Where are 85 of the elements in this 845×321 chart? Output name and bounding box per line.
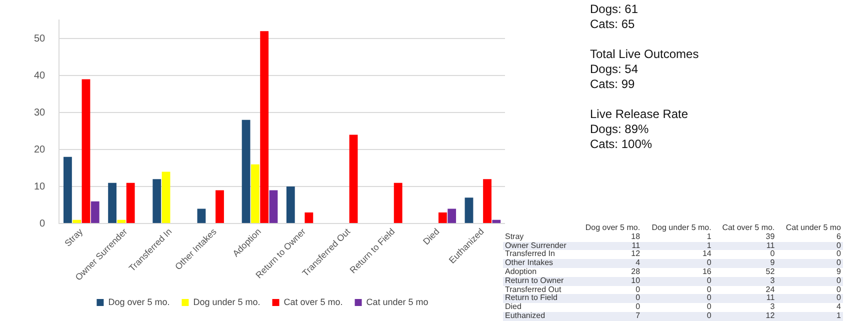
text: 1 (706, 232, 712, 241)
y-tick-label: 50 (34, 33, 46, 44)
bar (448, 208, 456, 224)
text: 3 (770, 276, 775, 285)
bar (108, 182, 116, 224)
bar (483, 179, 492, 224)
bar (72, 220, 82, 224)
text: 1 (836, 310, 841, 320)
bar (162, 172, 170, 224)
y-tick-label: Died (504, 302, 522, 312)
bar (64, 156, 72, 224)
x-tick-label: Cat under 5 mo (776, 223, 843, 233)
text: 11 (766, 240, 775, 250)
bar (126, 182, 135, 224)
legend-label: Cat under 5 mo (366, 296, 428, 307)
bar (117, 220, 126, 224)
text: 4 (636, 258, 640, 268)
bar (394, 182, 402, 224)
y-tick-label: Euthanized (503, 310, 576, 321)
bar (304, 212, 314, 224)
text: 52 (766, 266, 775, 276)
text: 0 (636, 293, 640, 302)
y-tick-label: 20 (34, 144, 46, 156)
bar (197, 208, 206, 224)
bar (242, 120, 250, 224)
bar (349, 134, 358, 224)
text: 18 (631, 232, 640, 241)
text: 14 (702, 249, 712, 258)
text: 11 (632, 240, 640, 250)
text: 0 (836, 293, 841, 302)
text: 0 (706, 258, 712, 268)
text: 0 (836, 284, 841, 294)
text: 0 (706, 293, 712, 302)
text: 3 (770, 302, 775, 312)
y-tick-label: 30 (34, 107, 46, 118)
text: 28 (631, 266, 640, 276)
text: 0 (636, 302, 640, 312)
text: 0 (836, 258, 841, 268)
text: 0 (636, 284, 640, 294)
bar (269, 190, 278, 224)
text: 12 (631, 249, 640, 258)
text: 0 (706, 276, 712, 285)
legend-label: Cat over 5 mo. (284, 296, 343, 307)
bar (260, 31, 269, 224)
text: 6 (836, 232, 841, 241)
text: 7 (636, 310, 640, 320)
text: 9 (836, 266, 841, 276)
bar (438, 212, 447, 224)
y-tick-label: Return to Field (503, 293, 576, 304)
text: 16 (702, 266, 712, 276)
x-tick-label: Dog over 5 mo. (576, 223, 642, 233)
text: 12 (766, 310, 775, 320)
bar (152, 179, 162, 224)
x-tick-label: Cat over 5 mo. (713, 223, 777, 233)
bar (82, 79, 90, 224)
bar (286, 186, 295, 224)
text: Total Live Outcomes Dogs: 54 Cats: 99 (590, 47, 699, 92)
bar (492, 220, 501, 224)
text: 0 (836, 240, 841, 250)
text: 39 (766, 232, 775, 241)
text: 0 (706, 284, 712, 294)
text: 4 (836, 302, 841, 312)
text: 9 (770, 258, 775, 268)
y-tick-label: 10 (34, 181, 46, 192)
legend-label: Dog under 5 mo. (193, 296, 260, 307)
text: 0 (770, 249, 775, 258)
text: 0 (836, 276, 841, 285)
y-tick-label: Transferred Out (504, 284, 562, 294)
bar (250, 164, 260, 224)
text: 24 (766, 284, 775, 294)
bar (464, 198, 474, 224)
text: 0 (706, 310, 712, 320)
text: 10 (631, 276, 640, 285)
text: 0 (706, 302, 712, 312)
y-tick-label: 40 (34, 70, 46, 82)
text: Dogs: 61 Cats: 65 (590, 2, 640, 32)
bar (216, 190, 224, 224)
y-tick-label: 0 (40, 218, 46, 230)
bar (90, 201, 100, 224)
text: Live Release Rate Dogs: 89% Cats: 100% (590, 107, 690, 152)
text: 11 (766, 293, 775, 302)
legend-label: Dog over 5 mo. (108, 296, 170, 307)
text: 0 (836, 249, 841, 258)
x-tick-label: Dog under 5 mo. (642, 223, 714, 233)
text: 1 (706, 240, 712, 250)
